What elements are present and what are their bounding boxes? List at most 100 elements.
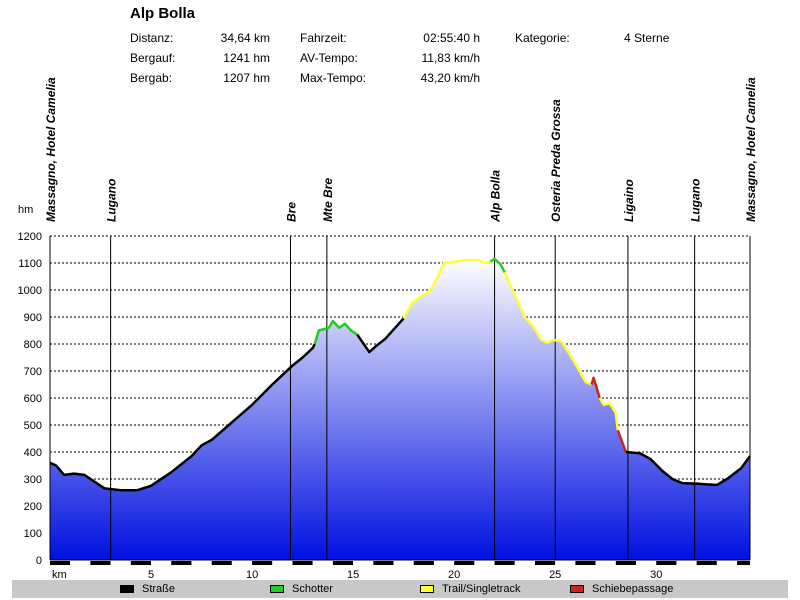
km-band xyxy=(50,561,71,565)
waypoint-label: Massagno, Hotel Camelia xyxy=(44,77,58,222)
waypoint-label: Osteria Preda Grossa xyxy=(549,99,563,222)
x-tick-label: 20 xyxy=(448,569,460,580)
km-band xyxy=(737,561,750,565)
series-line xyxy=(598,397,620,431)
km-band xyxy=(292,561,313,565)
km-band xyxy=(555,561,576,565)
y-tick-label: 1200 xyxy=(18,231,42,243)
km-band xyxy=(272,561,293,565)
x-tick-label: 30 xyxy=(650,569,662,580)
maxtempo-label: Max-Tempo: xyxy=(300,71,367,85)
km-band xyxy=(656,561,677,565)
distanz-value: 34,64 km xyxy=(220,31,270,45)
series-line xyxy=(625,450,752,487)
maxtempo-value: 43,20 km/h xyxy=(420,71,480,85)
km-band xyxy=(474,561,495,565)
x-tick-label: 25 xyxy=(549,569,561,580)
waypoint-label: Mte Bre xyxy=(321,178,335,222)
y-tick-label: 700 xyxy=(24,366,42,378)
km-band xyxy=(454,561,475,565)
kategorie-value: 4 Sterne xyxy=(624,31,670,45)
y-axis-label: hm xyxy=(18,204,33,216)
y-tick-label: 300 xyxy=(24,474,42,486)
elevation-area xyxy=(50,258,750,560)
km-band xyxy=(534,561,556,565)
km-band xyxy=(696,561,717,565)
km-band xyxy=(494,561,515,565)
km-band xyxy=(595,561,616,565)
km-band xyxy=(151,561,172,565)
x-tick-label: 10 xyxy=(246,569,258,580)
km-band xyxy=(252,561,273,565)
y-tick-label: 200 xyxy=(24,501,42,513)
avtempo-label: AV-Tempo: xyxy=(300,51,358,65)
km-band xyxy=(332,561,354,565)
x-tick-label: 5 xyxy=(148,569,154,580)
series-line xyxy=(313,319,358,345)
distanz-label: Distanz: xyxy=(130,31,174,45)
y-tick-label: 600 xyxy=(24,393,42,405)
y-tick-label: 100 xyxy=(24,528,42,540)
kategorie-label: Kategorie: xyxy=(515,31,570,45)
waypoint-label: Ligaino xyxy=(622,179,636,222)
km-band xyxy=(514,561,535,565)
elevation-chart: 0 100 200 300 400 500 600 700 800 900 1000 1100 1200… xyxy=(18,77,758,580)
fahrzeit-value: 02:55:40 h xyxy=(423,31,480,45)
km-band xyxy=(312,561,333,565)
bergab-label: Bergab: xyxy=(130,71,173,85)
legend-swatch xyxy=(270,585,284,594)
km-band xyxy=(575,561,596,565)
legend-swatch xyxy=(120,585,134,594)
y-tick-label: 500 xyxy=(24,420,42,432)
legend-swatch xyxy=(570,585,584,594)
waypoint-label: Bre xyxy=(284,202,298,222)
series-line xyxy=(590,376,601,399)
waypoint-label: Lugano xyxy=(105,179,119,222)
bergab-value: 1207 hm xyxy=(223,71,270,85)
km-band xyxy=(191,561,212,565)
waypoint-label: Alp Bolla xyxy=(489,170,503,223)
km-band xyxy=(716,561,738,565)
page-title: Alp Bolla xyxy=(130,5,196,22)
fahrzeit-label: Fahrzeit: xyxy=(300,31,347,45)
series-line xyxy=(489,257,506,273)
legend-item-trail: Trail/Singletrack xyxy=(420,580,520,598)
legend-item-schotter: Schotter xyxy=(270,580,333,598)
bergauf-label: Bergauf: xyxy=(130,51,176,65)
km-band xyxy=(231,561,253,565)
series-line xyxy=(503,271,593,386)
km-band xyxy=(130,561,152,565)
legend: Straße Schotter Trail/Singletrack Schieb… xyxy=(12,580,788,598)
legend-label: Straße xyxy=(142,583,176,595)
legend-label: Schotter xyxy=(292,583,333,595)
legend-item-strasse: Straße xyxy=(120,580,175,598)
legend-swatch xyxy=(420,585,434,594)
avtempo-value: 11,83 km/h xyxy=(421,51,480,65)
x-tick-label: 15 xyxy=(347,569,359,580)
legend-label: Schiebepassage xyxy=(592,583,674,595)
km-band xyxy=(353,561,374,565)
km-band xyxy=(433,561,455,565)
legend-item-schiebepassage: Schiebepassage xyxy=(570,580,673,598)
series-line xyxy=(402,259,491,319)
km-band xyxy=(393,561,414,565)
y-tick-label: 900 xyxy=(24,312,42,324)
legend-label: Trail/Singletrack xyxy=(442,583,521,595)
waypoint-label: Lugano xyxy=(689,179,703,222)
y-tick-label: 1100 xyxy=(18,258,42,270)
series-line xyxy=(356,317,405,354)
km-band xyxy=(636,561,657,565)
bergauf-value: 1241 hm xyxy=(223,51,270,65)
x-axis-label: km xyxy=(52,569,67,580)
km-band xyxy=(171,561,192,565)
waypoint-label: Massagno, Hotel Camelia xyxy=(744,77,758,222)
series-line xyxy=(49,343,316,492)
y-tick-label: 0 xyxy=(36,555,42,567)
km-band xyxy=(615,561,637,565)
km-band xyxy=(211,561,232,565)
y-tick-label: 800 xyxy=(24,339,42,351)
km-band xyxy=(70,561,91,565)
y-tick-label: 400 xyxy=(24,447,42,459)
km-band xyxy=(90,561,111,565)
km-band xyxy=(676,561,697,565)
